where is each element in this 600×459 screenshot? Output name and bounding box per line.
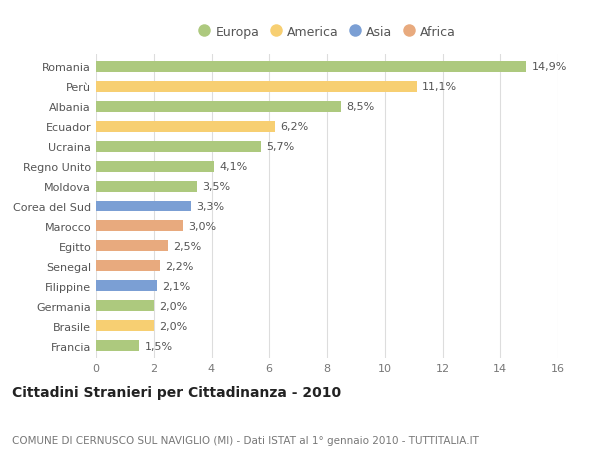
Bar <box>96 301 154 312</box>
Bar <box>96 82 416 92</box>
Bar <box>96 221 182 232</box>
Text: 3,5%: 3,5% <box>202 182 230 191</box>
Bar <box>96 181 197 192</box>
Text: 4,1%: 4,1% <box>220 162 248 172</box>
Text: 3,0%: 3,0% <box>188 222 216 231</box>
Text: 2,1%: 2,1% <box>162 281 190 291</box>
Bar <box>96 141 260 152</box>
Bar <box>96 161 214 172</box>
Bar <box>96 62 526 73</box>
Bar <box>96 101 341 112</box>
Text: 11,1%: 11,1% <box>422 82 457 92</box>
Text: 2,5%: 2,5% <box>173 241 202 252</box>
Text: 2,0%: 2,0% <box>159 321 187 331</box>
Bar <box>96 241 168 252</box>
Text: 8,5%: 8,5% <box>347 102 375 112</box>
Bar <box>96 261 160 272</box>
Text: Cittadini Stranieri per Cittadinanza - 2010: Cittadini Stranieri per Cittadinanza - 2… <box>12 386 341 399</box>
Text: 2,2%: 2,2% <box>165 261 193 271</box>
Bar <box>96 201 191 212</box>
Text: 1,5%: 1,5% <box>145 341 173 351</box>
Text: 3,3%: 3,3% <box>196 202 224 212</box>
Legend: Europa, America, Asia, Africa: Europa, America, Asia, Africa <box>194 22 460 42</box>
Text: 5,7%: 5,7% <box>266 142 294 152</box>
Bar <box>96 121 275 132</box>
Text: 14,9%: 14,9% <box>532 62 567 72</box>
Text: COMUNE DI CERNUSCO SUL NAVIGLIO (MI) - Dati ISTAT al 1° gennaio 2010 - TUTTITALI: COMUNE DI CERNUSCO SUL NAVIGLIO (MI) - D… <box>12 435 479 445</box>
Bar <box>96 341 139 352</box>
Text: 2,0%: 2,0% <box>159 301 187 311</box>
Bar <box>96 281 157 292</box>
Text: 6,2%: 6,2% <box>280 122 308 132</box>
Bar <box>96 321 154 331</box>
